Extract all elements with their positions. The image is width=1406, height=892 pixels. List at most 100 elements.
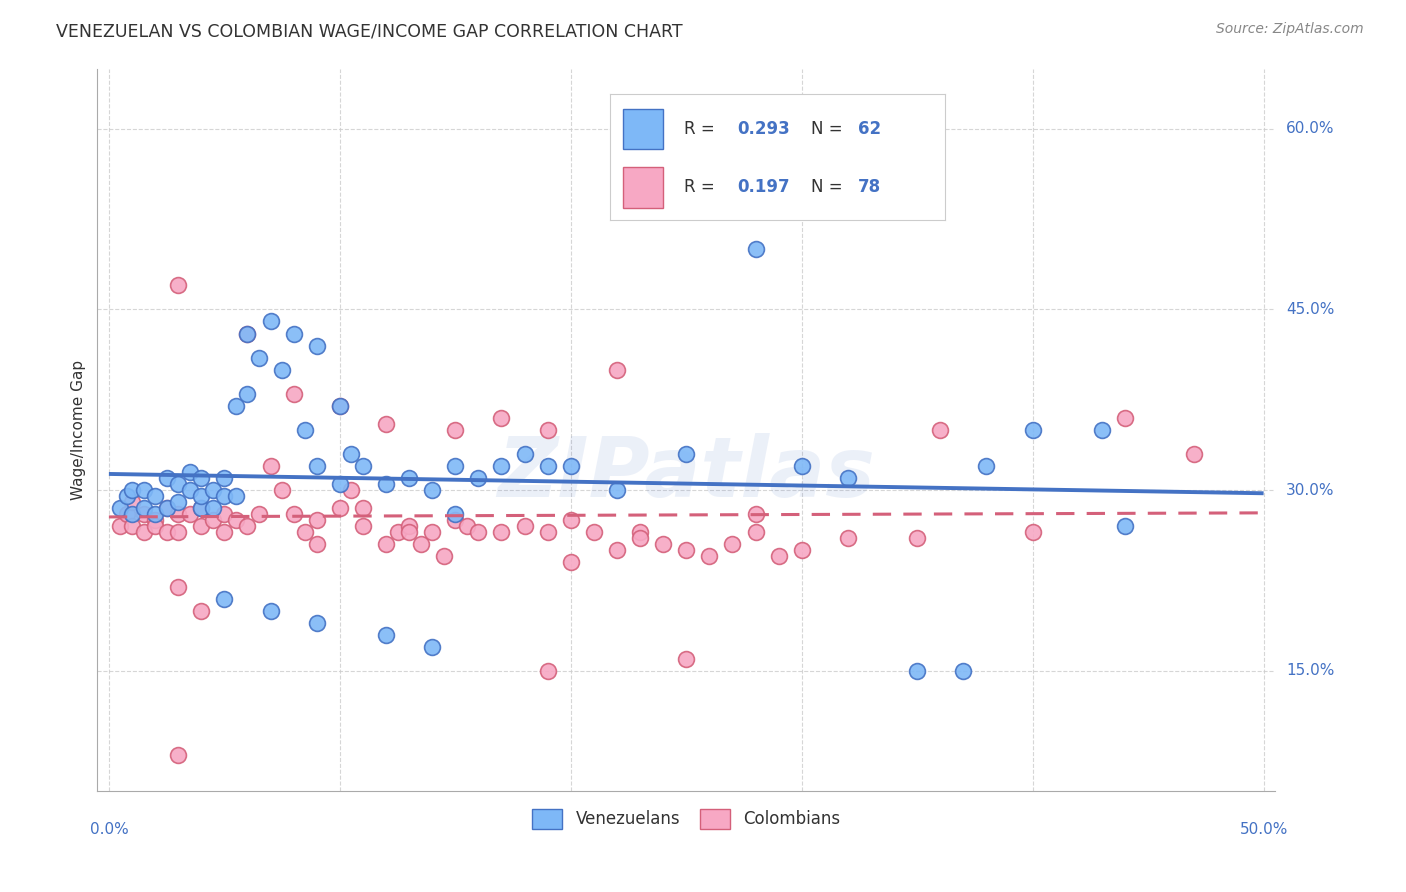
Point bbox=[340, 483, 363, 497]
Point bbox=[398, 471, 420, 485]
Point bbox=[744, 507, 766, 521]
Point bbox=[675, 447, 697, 461]
Point bbox=[214, 525, 236, 540]
Point bbox=[905, 664, 928, 678]
Point bbox=[156, 501, 179, 516]
Point bbox=[167, 507, 190, 521]
Point bbox=[121, 519, 143, 533]
Point bbox=[190, 604, 212, 618]
Text: 15.0%: 15.0% bbox=[1286, 664, 1334, 678]
Point bbox=[132, 507, 155, 521]
Point bbox=[387, 525, 409, 540]
Point bbox=[143, 489, 166, 503]
Point bbox=[352, 519, 374, 533]
Point bbox=[398, 525, 420, 540]
Point bbox=[283, 326, 305, 341]
Point bbox=[537, 458, 560, 473]
Point bbox=[225, 513, 247, 527]
Point bbox=[1021, 525, 1043, 540]
Point bbox=[247, 351, 270, 365]
Point bbox=[398, 519, 420, 533]
Point bbox=[537, 525, 560, 540]
Point bbox=[156, 501, 179, 516]
Point bbox=[236, 326, 259, 341]
Point bbox=[409, 537, 432, 551]
Point bbox=[491, 410, 513, 425]
Text: 60.0%: 60.0% bbox=[1286, 121, 1334, 136]
Point bbox=[420, 483, 443, 497]
Point bbox=[329, 501, 352, 516]
Point bbox=[905, 532, 928, 546]
Point bbox=[167, 477, 190, 491]
Point bbox=[190, 519, 212, 533]
Point bbox=[167, 748, 190, 763]
Point bbox=[513, 447, 536, 461]
Point bbox=[456, 519, 478, 533]
Point bbox=[121, 507, 143, 521]
Point bbox=[433, 549, 456, 564]
Point bbox=[305, 513, 328, 527]
Point bbox=[329, 399, 352, 413]
Point bbox=[1114, 410, 1136, 425]
Point bbox=[329, 399, 352, 413]
Point bbox=[259, 604, 281, 618]
Point bbox=[225, 399, 247, 413]
Point bbox=[444, 513, 467, 527]
Legend: Venezuelans, Colombians: Venezuelans, Colombians bbox=[523, 800, 849, 838]
Point bbox=[744, 242, 766, 256]
Point bbox=[537, 423, 560, 437]
Point bbox=[560, 513, 582, 527]
Text: 45.0%: 45.0% bbox=[1286, 302, 1334, 317]
Point bbox=[143, 507, 166, 521]
Point bbox=[179, 507, 201, 521]
Point bbox=[225, 489, 247, 503]
Point bbox=[1114, 519, 1136, 533]
Point bbox=[305, 615, 328, 630]
Point bbox=[271, 483, 294, 497]
Point bbox=[121, 483, 143, 497]
Point bbox=[375, 417, 398, 431]
Point bbox=[167, 525, 190, 540]
Point bbox=[952, 664, 974, 678]
Point bbox=[201, 483, 224, 497]
Point bbox=[606, 483, 628, 497]
Point bbox=[117, 489, 139, 503]
Point bbox=[294, 525, 316, 540]
Point bbox=[305, 537, 328, 551]
Point bbox=[420, 525, 443, 540]
Point bbox=[143, 519, 166, 533]
Point bbox=[768, 549, 790, 564]
Point bbox=[283, 507, 305, 521]
Point bbox=[790, 543, 813, 558]
Point bbox=[271, 362, 294, 376]
Point bbox=[132, 525, 155, 540]
Point bbox=[132, 501, 155, 516]
Text: 0.0%: 0.0% bbox=[90, 822, 128, 837]
Point bbox=[467, 525, 489, 540]
Point bbox=[420, 640, 443, 654]
Point bbox=[675, 543, 697, 558]
Point bbox=[294, 423, 316, 437]
Point bbox=[201, 513, 224, 527]
Point bbox=[214, 489, 236, 503]
Point bbox=[837, 471, 859, 485]
Point bbox=[340, 447, 363, 461]
Point bbox=[305, 338, 328, 352]
Point bbox=[156, 471, 179, 485]
Point bbox=[513, 519, 536, 533]
Point bbox=[628, 525, 651, 540]
Point bbox=[201, 501, 224, 516]
Point bbox=[132, 483, 155, 497]
Point bbox=[121, 495, 143, 509]
Point bbox=[606, 543, 628, 558]
Point bbox=[606, 362, 628, 376]
Point bbox=[167, 580, 190, 594]
Point bbox=[190, 501, 212, 516]
Point bbox=[236, 386, 259, 401]
Point bbox=[444, 507, 467, 521]
Point bbox=[837, 532, 859, 546]
Point bbox=[167, 278, 190, 293]
Point bbox=[375, 477, 398, 491]
Point bbox=[1182, 447, 1205, 461]
Point bbox=[110, 501, 132, 516]
